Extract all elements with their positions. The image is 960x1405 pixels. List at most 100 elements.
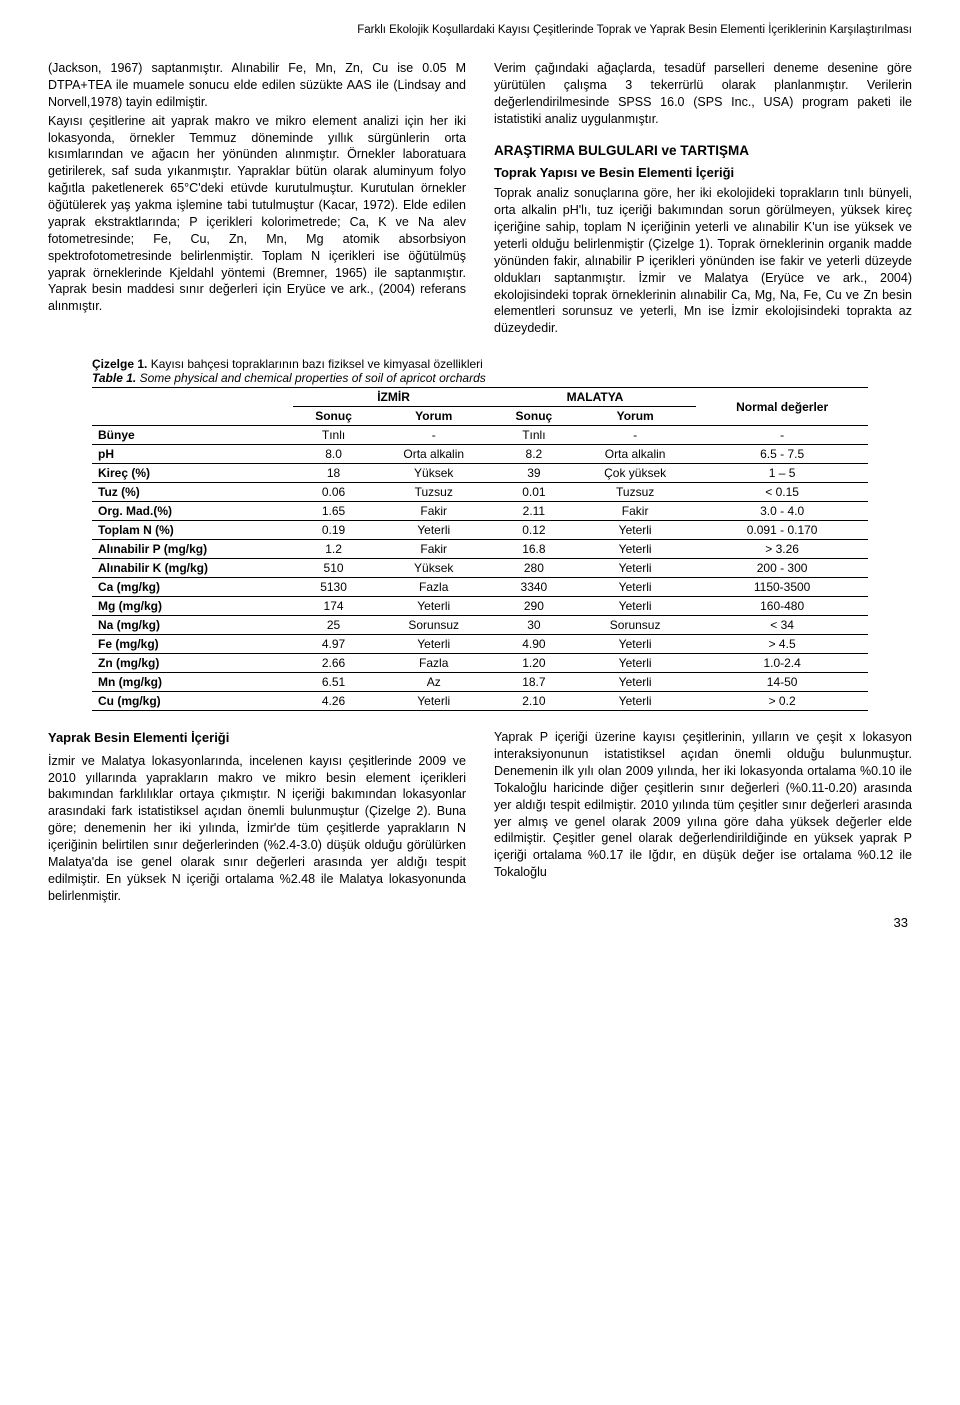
cell: Sorunsuz xyxy=(374,616,494,635)
cell: 0.19 xyxy=(293,521,373,540)
cell: Fakir xyxy=(574,502,696,521)
bottom-left-column: Yaprak Besin Elementi İçeriği İzmir ve M… xyxy=(48,729,466,906)
cell: Orta alkalin xyxy=(574,445,696,464)
cell: Yeterli xyxy=(574,654,696,673)
cell: > 0.2 xyxy=(696,692,868,711)
cell: Yüksek xyxy=(374,464,494,483)
left-para-2: Kayısı çeşitlerine ait yaprak makro ve m… xyxy=(48,113,466,316)
cell: Yeterli xyxy=(574,578,696,597)
caption-text-en: Some physical and chemical properties of… xyxy=(136,371,486,385)
cell: < 34 xyxy=(696,616,868,635)
cell: 18 xyxy=(293,464,373,483)
cell: < 0.15 xyxy=(696,483,868,502)
table-row: Fe (mg/kg)4.97Yeterli4.90Yeterli> 4.5 xyxy=(92,635,868,654)
col-malatya-sonuc: Sonuç xyxy=(494,407,574,426)
col-izmir-yorum: Yorum xyxy=(374,407,494,426)
row-name: Mg (mg/kg) xyxy=(92,597,293,616)
bottom-right-column: Yaprak P içeriği üzerine kayısı çeşitler… xyxy=(494,729,912,906)
cell: 0.12 xyxy=(494,521,574,540)
cell: - xyxy=(374,426,494,445)
leaf-subheading: Yaprak Besin Elementi İçeriği xyxy=(48,729,466,747)
table-row: Ca (mg/kg)5130Fazla3340Yeterli1150-3500 xyxy=(92,578,868,597)
cell: 0.06 xyxy=(293,483,373,502)
row-name: Na (mg/kg) xyxy=(92,616,293,635)
cell: Az xyxy=(374,673,494,692)
col-normal: Normal değerler xyxy=(696,388,868,426)
cell: 200 - 300 xyxy=(696,559,868,578)
table-row: Tuz (%)0.06Tuzsuz0.01Tuzsuz< 0.15 xyxy=(92,483,868,502)
right-para-1: Verim çağındaki ağaçlarda, tesadüf parse… xyxy=(494,60,912,128)
row-name: Mn (mg/kg) xyxy=(92,673,293,692)
cell: 290 xyxy=(494,597,574,616)
cell: 1150-3500 xyxy=(696,578,868,597)
cell: 8.2 xyxy=(494,445,574,464)
table-row: Toplam N (%)0.19Yeterli0.12Yeterli0.091 … xyxy=(92,521,868,540)
cell: Yeterli xyxy=(374,635,494,654)
page-number: 33 xyxy=(48,915,912,930)
cell: 2.66 xyxy=(293,654,373,673)
col-izmir-sonuc: Sonuç xyxy=(293,407,373,426)
cell: 0.01 xyxy=(494,483,574,502)
cell: 3340 xyxy=(494,578,574,597)
cell: > 4.5 xyxy=(696,635,868,654)
cell: 8.0 xyxy=(293,445,373,464)
row-name: Fe (mg/kg) xyxy=(92,635,293,654)
cell: Yüksek xyxy=(374,559,494,578)
cell: 3.0 - 4.0 xyxy=(696,502,868,521)
cell: - xyxy=(574,426,696,445)
row-name: Ca (mg/kg) xyxy=(92,578,293,597)
soil-properties-table: İZMİR MALATYA Normal değerler Sonuç Yoru… xyxy=(92,387,868,711)
table-row: BünyeTınlı-Tınlı-- xyxy=(92,426,868,445)
table-row: Alınabilir P (mg/kg)1.2Fakir16.8Yeterli>… xyxy=(92,540,868,559)
table-row: Org. Mad.(%)1.65Fakir2.11Fakir3.0 - 4.0 xyxy=(92,502,868,521)
table-row: Cu (mg/kg)4.26Yeterli2.10Yeterli> 0.2 xyxy=(92,692,868,711)
cell: 6.5 - 7.5 xyxy=(696,445,868,464)
row-name: Bünye xyxy=(92,426,293,445)
cell: Yeterli xyxy=(574,559,696,578)
table-row: pH8.0Orta alkalin8.2Orta alkalin6.5 - 7.… xyxy=(92,445,868,464)
row-name: pH xyxy=(92,445,293,464)
cell: - xyxy=(696,426,868,445)
row-name: Toplam N (%) xyxy=(92,521,293,540)
cell: 2.11 xyxy=(494,502,574,521)
cell: Yeterli xyxy=(374,597,494,616)
row-name: Kireç (%) xyxy=(92,464,293,483)
left-column: (Jackson, 1967) saptanmıştır. Alınabilir… xyxy=(48,60,466,339)
bottom-right-para: Yaprak P içeriği üzerine kayısı çeşitler… xyxy=(494,729,912,881)
top-text-columns: (Jackson, 1967) saptanmıştır. Alınabilir… xyxy=(48,60,912,339)
cell: Sorunsuz xyxy=(574,616,696,635)
row-name: Alınabilir K (mg/kg) xyxy=(92,559,293,578)
cell: 39 xyxy=(494,464,574,483)
cell: 6.51 xyxy=(293,673,373,692)
cell: 174 xyxy=(293,597,373,616)
cell: 1.2 xyxy=(293,540,373,559)
cell: 510 xyxy=(293,559,373,578)
cell: Çok yüksek xyxy=(574,464,696,483)
right-para-2: Toprak analiz sonuçlarına göre, her iki … xyxy=(494,185,912,337)
cell: Yeterli xyxy=(574,597,696,616)
cell: Fazla xyxy=(374,578,494,597)
cell: Yeterli xyxy=(574,521,696,540)
col-group-izmir: İZMİR xyxy=(293,388,493,407)
bottom-text-columns: Yaprak Besin Elementi İçeriği İzmir ve M… xyxy=(48,729,912,906)
cell: Yeterli xyxy=(374,692,494,711)
cell: Yeterli xyxy=(574,692,696,711)
col-malatya-yorum: Yorum xyxy=(574,407,696,426)
cell: 25 xyxy=(293,616,373,635)
soil-subheading: Toprak Yapısı ve Besin Elementi İçeriği xyxy=(494,164,912,182)
row-name: Tuz (%) xyxy=(92,483,293,502)
col-empty xyxy=(92,388,293,407)
table-row: Kireç (%)18Yüksek39Çok yüksek1 – 5 xyxy=(92,464,868,483)
right-column: Verim çağındaki ağaçlarda, tesadüf parse… xyxy=(494,60,912,339)
cell: Tuzsuz xyxy=(374,483,494,502)
table-row: Mn (mg/kg)6.51Az18.7Yeterli14-50 xyxy=(92,673,868,692)
caption-text-tr: Kayısı bahçesi topraklarının bazı fiziks… xyxy=(147,357,482,371)
cell: 0.091 - 0.170 xyxy=(696,521,868,540)
running-header: Farklı Ekolojik Koşullardaki Kayısı Çeşi… xyxy=(48,24,912,36)
row-name: Zn (mg/kg) xyxy=(92,654,293,673)
col-group-malatya: MALATYA xyxy=(494,388,697,407)
table-row: Mg (mg/kg)174Yeterli290Yeterli160-480 xyxy=(92,597,868,616)
cell: 5130 xyxy=(293,578,373,597)
table-row: Na (mg/kg)25Sorunsuz30Sorunsuz< 34 xyxy=(92,616,868,635)
cell: Yeterli xyxy=(574,635,696,654)
